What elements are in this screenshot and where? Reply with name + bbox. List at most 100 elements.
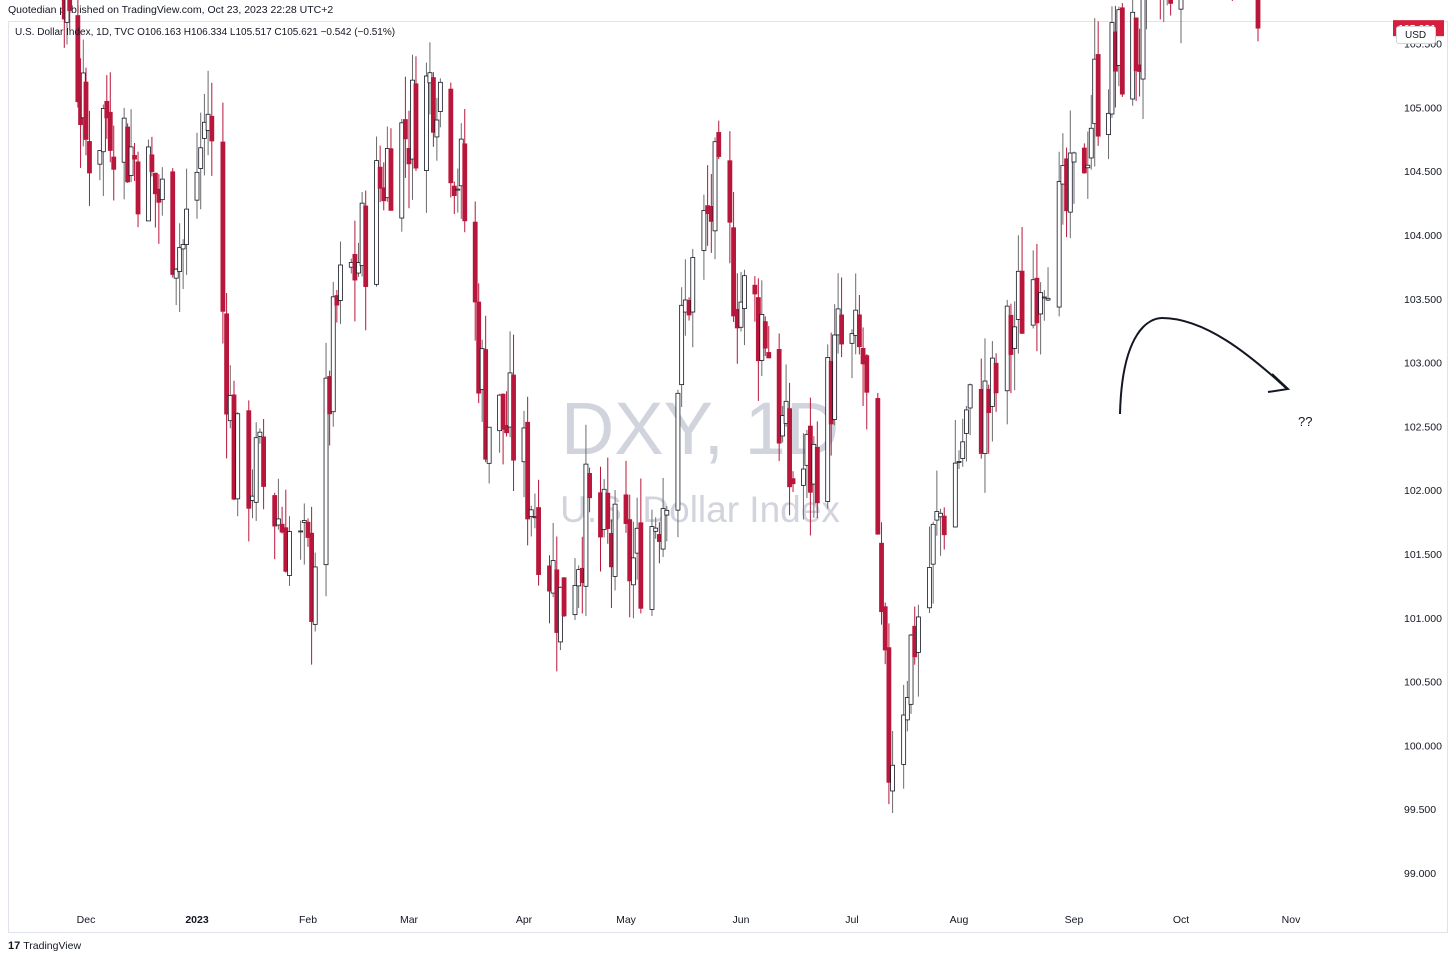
candle-body <box>500 393 506 430</box>
candle-body <box>1088 127 1094 159</box>
x-tick-label: Sep <box>1065 914 1084 926</box>
candle-body <box>235 413 241 500</box>
annotation-text[interactable]: ?? <box>1298 414 1312 429</box>
candle-body <box>583 463 589 587</box>
candle-body <box>952 462 958 528</box>
candle-body <box>839 314 844 345</box>
candle-body <box>1038 292 1044 315</box>
y-tick-label: 99.000 <box>1404 868 1436 880</box>
candle-body <box>1085 164 1091 169</box>
candle-body <box>132 155 137 160</box>
price-axis[interactable]: 99.000 99.500 100.000 100.500 101.000 101.500… <box>1404 0 1442 880</box>
candle-body <box>159 178 165 201</box>
x-tick-label: Jul <box>845 914 858 926</box>
candle-body <box>1067 152 1073 213</box>
candle-body <box>1133 17 1139 72</box>
candle-body <box>220 141 226 312</box>
candle-body <box>434 119 440 138</box>
candle-body <box>742 275 747 309</box>
candle-body <box>511 374 516 461</box>
y-tick-label: 103.500 <box>1404 294 1442 306</box>
annotation-arrowhead <box>1267 373 1291 393</box>
candle-body <box>1140 0 1146 80</box>
candle-body <box>257 431 263 437</box>
currency-button[interactable]: USD <box>1396 26 1436 44</box>
candle-body <box>486 426 492 464</box>
candle-body <box>483 349 489 460</box>
candle-body <box>938 512 943 518</box>
candle-body <box>1056 181 1062 308</box>
candle-body <box>967 384 973 409</box>
candle-body <box>964 409 969 434</box>
candle-body <box>413 83 419 169</box>
candle-body <box>430 77 436 133</box>
candle-body <box>180 244 186 250</box>
candle-body <box>801 468 806 486</box>
candle-body <box>275 518 281 526</box>
candle-body <box>638 522 644 609</box>
candle-body <box>561 577 567 617</box>
candle-body <box>660 508 666 550</box>
candle-body <box>128 146 134 176</box>
candle-body <box>224 313 230 415</box>
candle-body <box>814 446 820 504</box>
candle-body <box>653 527 659 532</box>
x-tick-label: 2023 <box>185 914 209 926</box>
candle-body <box>261 436 267 487</box>
time-axis[interactable]: Dec 2023 Feb Mar Apr May Jun Jul Aug Sep Oct Nov <box>77 914 1301 926</box>
candle-body <box>504 425 509 434</box>
candle-body <box>301 520 307 523</box>
y-tick-label: 100.500 <box>1404 677 1442 689</box>
candle-body <box>246 410 252 509</box>
candle-body <box>312 566 318 625</box>
annotation-curve-arrow[interactable] <box>1119 316 1287 415</box>
x-tick-label: Oct <box>1173 914 1189 926</box>
x-tick-label: Feb <box>299 914 317 926</box>
candle-body <box>97 150 103 165</box>
candle-body <box>731 227 736 317</box>
candle-body <box>298 530 304 533</box>
y-tick-label: 100.000 <box>1404 740 1442 752</box>
x-tick-label: May <box>616 914 637 926</box>
candle-body <box>476 301 482 394</box>
candle-body <box>104 100 110 119</box>
candle-body <box>149 154 155 172</box>
candle-body <box>1178 0 1184 10</box>
candle-body <box>455 188 461 191</box>
candles-layer <box>61 0 1261 813</box>
candle-body <box>528 509 534 517</box>
y-tick-label: 104.500 <box>1404 166 1442 178</box>
candle-body <box>356 262 361 274</box>
candle-body <box>146 146 151 222</box>
candle-body <box>111 156 117 170</box>
candle-body <box>886 647 892 783</box>
candle-body <box>1255 0 1261 29</box>
candle-body <box>338 264 343 301</box>
candle-body <box>941 515 947 536</box>
candle-body <box>901 714 907 765</box>
candle-body <box>875 398 881 535</box>
candle-body <box>1081 147 1087 174</box>
candle-body <box>100 108 106 153</box>
y-tick-label: 99.500 <box>1404 804 1436 816</box>
candle-body <box>766 352 772 359</box>
y-tick-label: 105.000 <box>1404 102 1442 114</box>
candle-body <box>388 148 394 211</box>
candle-body <box>177 247 183 272</box>
x-tick-label: Mar <box>400 914 419 926</box>
candle-body <box>631 557 636 586</box>
candle-body <box>623 494 629 524</box>
candle-body <box>1041 296 1047 299</box>
tradingview-logo-icon: 17 <box>8 940 21 952</box>
candle-body <box>832 334 838 420</box>
candle-body <box>825 357 831 502</box>
y-tick-label: 101.500 <box>1404 549 1442 561</box>
candle-body <box>1119 7 1125 95</box>
candle-body <box>363 205 369 287</box>
x-tick-label: Dec <box>77 914 96 926</box>
candle-body <box>170 171 176 275</box>
candle-body <box>716 132 722 157</box>
y-tick-label: 104.000 <box>1404 230 1442 242</box>
candle-body <box>472 221 478 303</box>
